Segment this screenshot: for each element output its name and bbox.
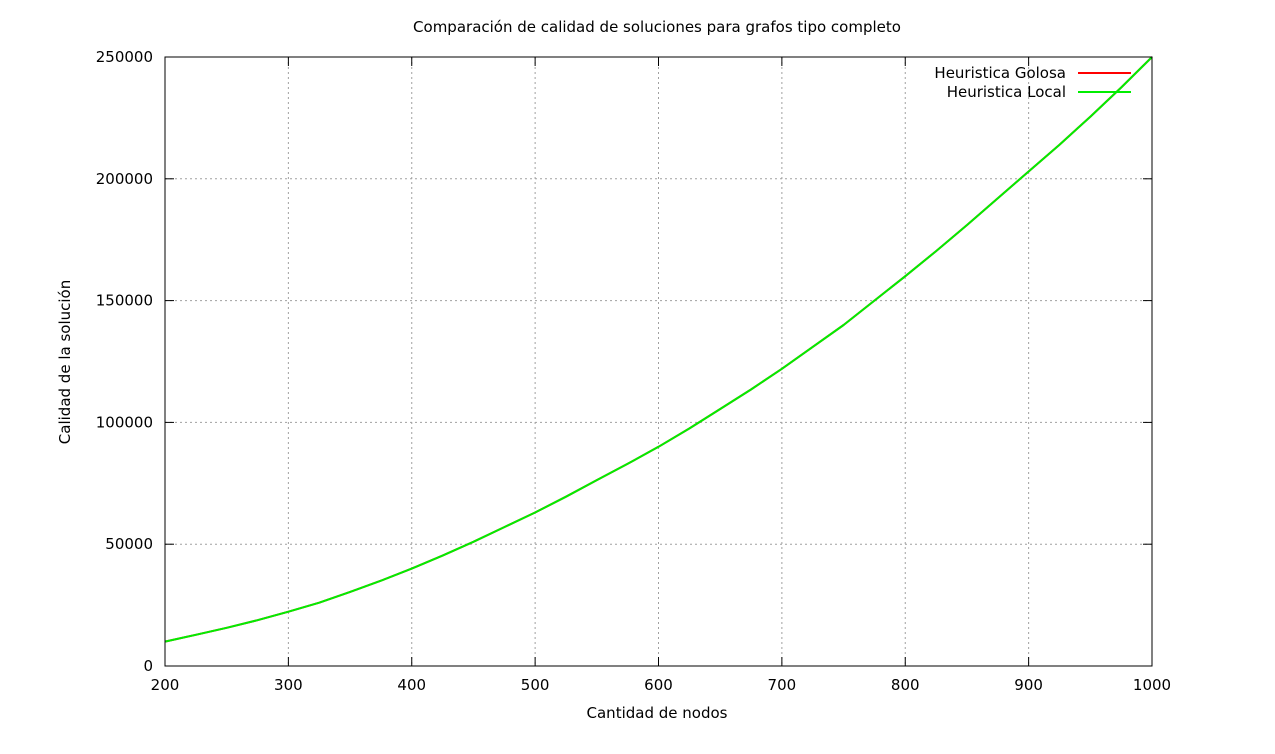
x-tick-label: 400 — [397, 676, 426, 694]
y-tick-label: 50000 — [105, 535, 153, 553]
x-tick-label: 600 — [644, 676, 673, 694]
x-tick-label: 700 — [768, 676, 797, 694]
y-tick-label: 0 — [143, 657, 153, 675]
x-tick-label: 1000 — [1133, 676, 1171, 694]
legend-label: Heuristica Local — [947, 83, 1066, 101]
axis-ticks — [164, 56, 1153, 667]
chart-title: Comparación de calidad de soluciones par… — [413, 18, 901, 36]
series-lines — [164, 56, 1153, 643]
series-line-2 — [164, 56, 1153, 643]
x-tick-label: 800 — [891, 676, 920, 694]
legend-label: Heuristica Golosa — [934, 64, 1066, 82]
x-tick-label: 500 — [521, 676, 550, 694]
x-tick-label: 900 — [1014, 676, 1043, 694]
grid-lines — [165, 57, 1152, 666]
tick-labels: 200 300 400 500 600 700 800 900 1000 0 50000 100000… — [96, 48, 1171, 694]
y-tick-label: 100000 — [96, 413, 153, 431]
x-tick-label: 200 — [151, 676, 180, 694]
y-tick-label: 200000 — [96, 170, 153, 188]
y-tick-label: 150000 — [96, 292, 153, 310]
y-axis-title: Calidad de la solución — [56, 280, 74, 444]
x-axis-title: Cantidad de nodos — [587, 704, 728, 722]
x-tick-label: 300 — [274, 676, 303, 694]
y-tick-label: 250000 — [96, 48, 153, 66]
